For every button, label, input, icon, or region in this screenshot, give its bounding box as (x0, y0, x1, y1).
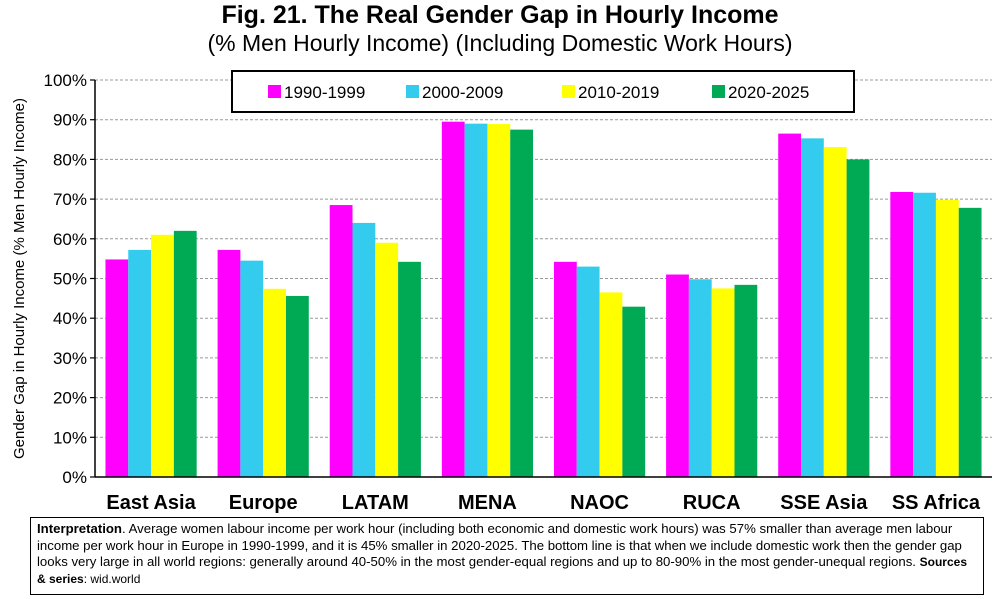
y-tick-label: 60% (53, 230, 87, 249)
y-tick-label: 90% (53, 111, 87, 130)
y-tick-label: 80% (53, 150, 87, 169)
y-tick-label: 20% (53, 389, 87, 408)
y-tick-label: 70% (53, 190, 87, 209)
interpretation-note: Interpretation. Average women labour inc… (30, 517, 984, 595)
x-axis-ticks: East Asia Europe LATAM MENA NAOC RUCA SSE Asia… (106, 492, 980, 514)
bar-ss-africa-2020-2025 (958, 207, 982, 478)
x-tick-label: LATAM (342, 492, 409, 514)
bar-chart: 0% 10% 20% 30% 40% 50% 60% 70% 80% 90% 100% East A… (11, 70, 992, 514)
legend-label: 1990-1999 (284, 83, 365, 102)
note-label: Interpretation (37, 521, 122, 536)
y-tick-label: 100% (44, 71, 87, 90)
bar-ss-africa-1990-1999 (890, 191, 914, 478)
bar-ruca-1990-1999 (666, 274, 689, 477)
bar-naoc-2010-2019 (599, 292, 623, 477)
bar-latam-2020-2025 (398, 261, 421, 477)
x-tick-label: SS Africa (892, 492, 981, 514)
bar-mena-2020-2025 (510, 129, 534, 477)
note-text: . Average women labour income per work h… (37, 521, 962, 570)
bar-ss-africa-2000-2009 (913, 192, 936, 478)
bar-europe-1990-1999 (217, 249, 241, 477)
bar-mena-2000-2009 (464, 123, 488, 478)
bar-naoc-2000-2009 (576, 266, 600, 477)
x-tick-label: RUCA (683, 492, 741, 514)
legend-swatch (406, 85, 419, 98)
y-tick-label: 40% (53, 309, 87, 328)
bar-naoc-1990-1999 (553, 261, 577, 477)
sources-text: : wid.world (83, 571, 141, 586)
y-axis-label: Gender Gap in Hourly Income (% Men Hourl… (11, 98, 28, 459)
x-tick-label: NAOC (570, 492, 629, 514)
bar-ruca-2010-2019 (711, 288, 735, 477)
bar-latam-1990-1999 (329, 205, 353, 477)
y-tick-label: 50% (53, 270, 87, 289)
bar-ruca-2000-2009 (688, 279, 712, 477)
bar-sse-asia-2000-2009 (801, 138, 824, 477)
x-tick-label: MENA (458, 492, 517, 514)
bar-ruca-2020-2025 (734, 284, 758, 477)
bar-europe-2020-2025 (285, 295, 309, 477)
legend-swatch (268, 85, 281, 98)
chart-title: Fig. 21. The Real Gender Gap in Hourly I… (221, 1, 779, 29)
bar-east-asia-1990-1999 (105, 259, 129, 477)
chart-subtitle: (% Men Hourly Income) (Including Domesti… (207, 30, 793, 56)
x-tick-label: East Asia (106, 492, 196, 514)
legend: 1990-1999 2000-2009 2010-2019 2020-2025 (231, 70, 855, 113)
y-tick-label: 0% (62, 468, 87, 487)
bar-naoc-2020-2025 (622, 306, 646, 477)
legend-label: 2000-2009 (422, 83, 503, 102)
bar-sse-asia-1990-1999 (778, 133, 802, 477)
bar-latam-2010-2019 (375, 242, 399, 477)
bar-east-asia-2000-2009 (128, 249, 152, 477)
legend-swatch (562, 85, 575, 98)
bar-ss-africa-2010-2019 (935, 199, 959, 478)
bar-europe-2010-2019 (263, 288, 286, 477)
y-tick-label: 10% (53, 428, 87, 447)
legend-swatch (712, 85, 725, 98)
bar-sse-asia-2010-2019 (823, 147, 847, 477)
x-tick-label: Europe (229, 492, 298, 514)
legend-box (231, 70, 855, 113)
bar-europe-2000-2009 (240, 260, 264, 477)
bar-mena-2010-2019 (487, 124, 511, 477)
bar-mena-1990-1999 (441, 121, 465, 477)
legend-label: 2020-2025 (728, 83, 809, 102)
x-tick-label: SSE Asia (780, 492, 868, 514)
legend-label: 2010-2019 (578, 83, 659, 102)
y-tick-label: 30% (53, 349, 87, 368)
bar-latam-2000-2009 (352, 222, 376, 477)
y-axis-ticks: 0% 10% 20% 30% 40% 50% 60% 70% 80% 90% 100% (44, 71, 95, 487)
bar-east-asia-2020-2025 (173, 230, 197, 477)
bars (105, 121, 982, 478)
sources-label: Sources & series (37, 555, 967, 586)
bar-sse-asia-2020-2025 (846, 159, 870, 477)
bar-east-asia-2010-2019 (151, 234, 174, 477)
